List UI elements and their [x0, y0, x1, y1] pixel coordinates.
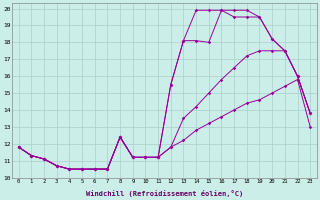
- X-axis label: Windchill (Refroidissement éolien,°C): Windchill (Refroidissement éolien,°C): [86, 190, 243, 197]
